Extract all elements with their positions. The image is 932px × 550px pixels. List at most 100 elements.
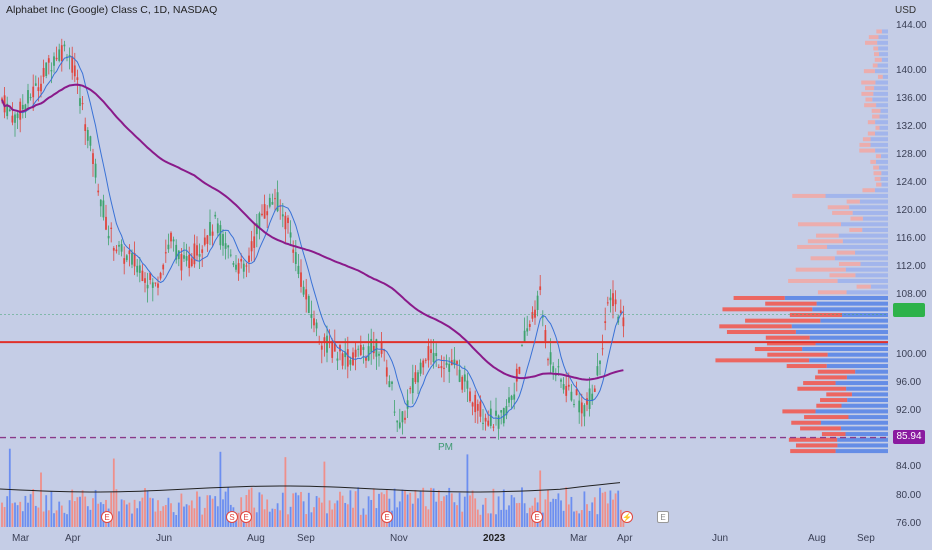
volume-bar: [515, 503, 518, 527]
volume-bar: [320, 502, 323, 527]
candle-body: [149, 272, 152, 280]
candle-body: [567, 384, 570, 387]
candle-body: [500, 410, 503, 413]
volume-bar: [588, 510, 591, 527]
split-event-icon[interactable]: S: [226, 511, 238, 523]
price-axis-label: 96.00: [896, 377, 922, 388]
time-axis-label: Sep: [297, 533, 315, 544]
volume-profile-bar-up: [880, 176, 888, 181]
volume-profile-bar-up: [874, 69, 888, 74]
volume-bar: [417, 498, 419, 527]
volume-profile-bar-down: [726, 330, 796, 335]
price-axis-label: 92.00: [896, 405, 922, 416]
volume-profile-bar-up: [870, 137, 888, 142]
volume-bar: [476, 509, 479, 527]
candle-body: [593, 388, 596, 392]
volume-profile-bar-down: [792, 193, 826, 198]
volume-bar: [495, 514, 497, 527]
volume-bar: [575, 510, 578, 527]
candle-body: [248, 255, 250, 263]
volume-profile-bar-down: [754, 347, 803, 352]
candle-body: [92, 153, 94, 164]
candle-body: [406, 400, 409, 409]
candle-body: [435, 353, 438, 357]
earnings-event-icon[interactable]: E: [381, 511, 393, 523]
volume-bar: [185, 504, 188, 527]
candle-body: [1, 98, 3, 100]
price-axis-label: 100.00: [896, 349, 927, 360]
volume-profile-bar-up: [880, 108, 888, 113]
candle-body: [393, 411, 396, 413]
candle-body: [510, 395, 513, 400]
candle-body: [458, 369, 461, 382]
earnings-event-icon[interactable]: E: [240, 511, 252, 523]
volume-profile-bar-up: [847, 398, 888, 403]
volume-bar: [120, 499, 123, 527]
lightning-event-icon[interactable]: ⚡: [621, 511, 633, 523]
earnings-event-icon[interactable]: E: [101, 511, 113, 523]
volume-bar: [183, 506, 185, 527]
future-earnings-icon[interactable]: E: [657, 511, 669, 523]
volume-bar: [396, 507, 399, 527]
candle-body: [81, 103, 84, 105]
candle-body: [547, 359, 549, 361]
candle-body: [320, 345, 323, 350]
candle-body: [245, 265, 248, 267]
volume-profile-bar-down: [782, 409, 816, 414]
candle-body: [294, 252, 297, 265]
volume-bar: [32, 489, 35, 527]
volume-profile-bar-down: [815, 375, 847, 380]
candle-body: [596, 366, 599, 376]
volume-bar: [14, 502, 16, 527]
price-axis-label: 128.00: [896, 149, 927, 160]
volume-bar: [55, 510, 58, 527]
volume-profile-bar-up: [878, 52, 888, 57]
candle-body: [479, 401, 482, 417]
candle-body: [557, 366, 560, 368]
volume-bar: [401, 489, 404, 527]
volume-bar: [458, 492, 461, 527]
volume-bar: [609, 490, 612, 527]
volume-profile-bar-up: [784, 295, 888, 300]
candle-body: [341, 353, 344, 366]
volume-bar: [287, 514, 289, 527]
volume-bar: [1, 502, 3, 527]
candle-body: [526, 328, 529, 332]
candle-body: [175, 244, 178, 260]
candle-body: [120, 244, 123, 252]
volume-profile-bar-down: [874, 52, 879, 57]
candle-body: [463, 374, 466, 382]
candle-body: [47, 58, 50, 63]
volume-profile-bar-up: [855, 273, 888, 278]
candle-body: [541, 315, 544, 318]
volume-bar: [547, 489, 549, 527]
candle-body: [398, 422, 401, 428]
volume-profile-bar-down: [788, 437, 838, 442]
candle-body: [612, 293, 614, 307]
volume-profile-bar-down: [789, 313, 842, 317]
volume-bar: [500, 509, 503, 527]
time-axis-label: Nov: [390, 533, 408, 544]
candle-body: [219, 225, 222, 246]
candle-body: [414, 372, 417, 383]
volume-bar: [318, 497, 321, 527]
volume-bar: [430, 487, 432, 527]
candle-body: [193, 243, 196, 265]
candle-body: [474, 394, 477, 413]
volume-bar: [619, 509, 622, 527]
earnings-event-icon[interactable]: E: [531, 511, 543, 523]
volume-bar: [443, 496, 445, 527]
volume-profile-bar-up: [855, 250, 888, 255]
volume-profile-bar-up: [874, 86, 888, 91]
volume-bar: [84, 496, 87, 527]
volume-profile-bar-down: [863, 69, 875, 74]
candle-body: [586, 398, 588, 405]
volume-profile-bar-down: [838, 261, 861, 266]
candle-body: [521, 345, 523, 347]
volume-profile-bar-up: [827, 244, 888, 249]
volume-bar: [63, 512, 66, 527]
candle-body: [422, 360, 425, 368]
volume-bar: [492, 488, 495, 527]
